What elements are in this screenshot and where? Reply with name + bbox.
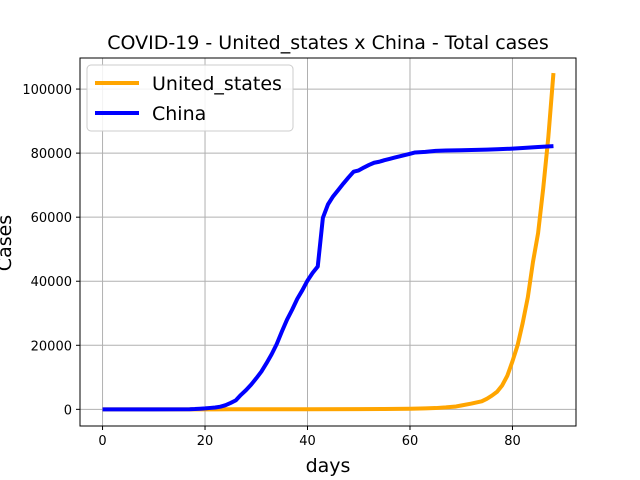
- chart-title: COVID-19 - United_states x China - Total…: [107, 32, 549, 54]
- y-tick-label: 40000: [31, 275, 72, 290]
- y-tick-label: 20000: [31, 339, 72, 354]
- x-axis-label: days: [306, 455, 351, 477]
- legend-label-united-states: United_states: [152, 73, 282, 95]
- y-tick-label: 100000: [22, 83, 72, 98]
- y-tick-label: 0: [64, 403, 72, 418]
- x-tick-label: 40: [299, 434, 316, 449]
- plot-frame: [79, 57, 577, 427]
- x-tick-label: 80: [504, 434, 521, 449]
- x-tick-label: 20: [197, 434, 214, 449]
- y-tick-label: 80000: [31, 147, 72, 162]
- series-line-china: [102, 144, 554, 412]
- x-tick-label: 0: [98, 434, 106, 449]
- legend: United_states China: [86, 64, 294, 132]
- series-lines: [102, 72, 556, 412]
- y-tick-label: 60000: [31, 211, 72, 226]
- x-tick-label: 60: [402, 434, 419, 449]
- y-axis-label: Cases: [0, 215, 16, 271]
- legend-label-china: China: [152, 103, 206, 125]
- series-line-united-states: [102, 72, 556, 412]
- axis-ticks: 0 20 40 60 80 0 20000 40000 60000 80000 100000: [22, 83, 520, 449]
